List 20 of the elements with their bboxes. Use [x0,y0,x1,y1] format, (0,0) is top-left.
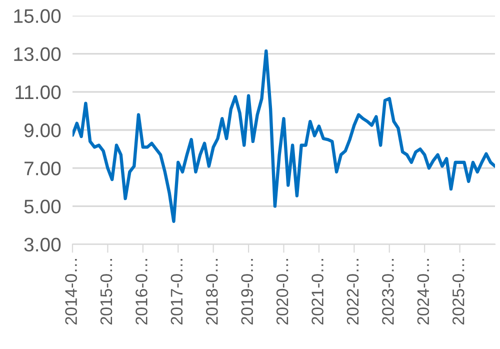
x-tick-label: 2024-0… [417,259,430,325]
y-tick-label: 15.00 [14,9,61,23]
x-tick-label: 2016-0… [136,259,148,325]
x-tick-label: 2015-0… [100,259,112,325]
x-tick-label: 2020-0… [276,259,288,325]
y-tick-label: 9.00 [24,123,61,138]
y-tick-label: 7.00 [24,162,61,176]
y-tick-label: 3.00 [24,238,61,252]
x-tick-label: 2019-0… [241,259,254,325]
line-series [72,49,495,224]
x-tick-label: 2018-0… [206,259,218,325]
y-tick-label: 11.00 [16,85,61,100]
x-tick-label: 2022-0… [346,259,359,325]
x-tick-label: 2023-0… [382,259,394,325]
y-tick-label: 13.00 [14,47,61,62]
x-tick-label: 2017-0… [170,259,183,325]
y-tick-label: 5.00 [24,200,61,214]
x-tick-label: 2014-0… [65,259,77,325]
x-tick-label: 2021-0… [312,259,324,325]
x-tick-label: 2025-0… [452,259,464,325]
